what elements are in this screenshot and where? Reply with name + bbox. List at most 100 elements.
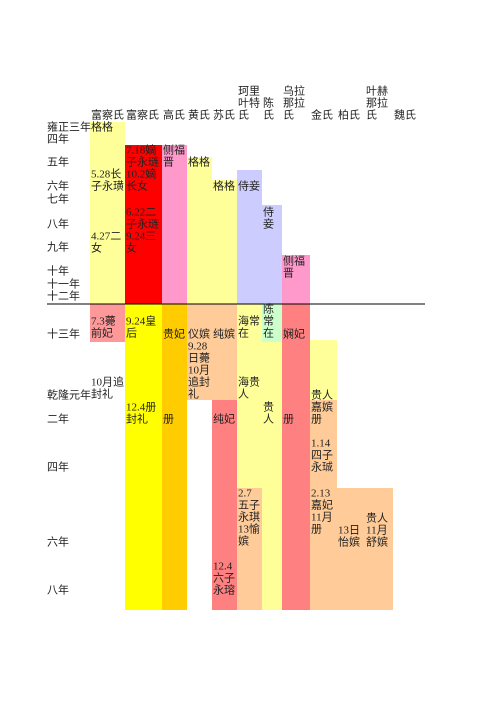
row-label: 四年 — [47, 132, 69, 146]
note: 侍妾 — [238, 179, 260, 193]
note: 晋 — [163, 156, 174, 169]
color-block — [237, 170, 262, 304]
note: 封礼 — [91, 387, 113, 401]
color-block — [187, 304, 212, 400]
row-label: 六年 — [47, 179, 69, 193]
column-header: 那拉 — [283, 96, 305, 110]
column-header: 魏氏 — [394, 108, 416, 122]
row-label: 十年 — [47, 264, 69, 278]
column-header: 黄氏 — [188, 108, 210, 122]
row-label: 乾隆元年 — [47, 388, 91, 402]
color-block — [337, 488, 365, 610]
note: 妾 — [263, 217, 274, 231]
note: 怡嫔 — [338, 535, 360, 549]
column-header: 那拉 — [366, 96, 388, 110]
column-header: 氏 — [263, 109, 274, 122]
note: 女 — [126, 241, 137, 255]
note: 5.28长 — [91, 168, 121, 181]
note: 13日 — [338, 525, 360, 537]
note: 四子 — [311, 449, 333, 462]
color-block — [212, 180, 237, 304]
note: 子永璜 — [91, 179, 124, 193]
note: 格格 — [213, 179, 235, 193]
note: 10月追 — [91, 375, 124, 389]
note: 贵人 — [311, 389, 333, 402]
note: 长女 — [126, 179, 148, 193]
color-block — [262, 304, 282, 342]
note: 晋 — [283, 267, 294, 280]
row-label: 七年 — [47, 192, 69, 206]
note: 常 — [263, 315, 274, 328]
row-label: 十三年 — [47, 327, 80, 341]
note: 6.22二 — [126, 207, 156, 219]
note: 封礼 — [126, 412, 148, 426]
column-header: 氏 — [283, 109, 294, 122]
note: 纯妃 — [213, 412, 235, 426]
color-block — [125, 145, 162, 304]
note: 海贵 — [238, 375, 260, 389]
note: 12.4 — [213, 561, 233, 573]
column-header: 珂里 — [238, 85, 260, 98]
row-label: 九年 — [47, 240, 69, 254]
note: 海常 — [238, 314, 260, 328]
note: 礼 — [188, 387, 199, 401]
color-block — [162, 145, 187, 304]
column-header: 氏 — [366, 109, 377, 122]
note: 嫔 — [238, 534, 249, 548]
note: 10月 — [188, 365, 210, 377]
column-header: 富察氏 — [126, 108, 159, 122]
note: 12.4册 — [126, 402, 156, 414]
note: 11月 — [311, 512, 333, 524]
note: 册 — [283, 414, 294, 426]
row-label: 八年 — [47, 217, 69, 231]
note: 子永琏 — [126, 155, 159, 169]
color-block — [365, 488, 393, 610]
column-header: 叶赫 — [366, 85, 388, 98]
note: 1.14 — [311, 438, 331, 450]
color-block — [125, 304, 162, 610]
column-header: 高氏 — [163, 108, 185, 122]
column-header: 氏 — [238, 109, 249, 122]
color-block — [162, 304, 187, 610]
note: 五子 — [238, 499, 260, 512]
note: 10.2嫡 — [126, 167, 156, 181]
row-label: 四年 — [47, 460, 69, 474]
note: 侍 — [263, 206, 274, 219]
note: 册 — [311, 414, 322, 426]
note: 11月 — [366, 525, 388, 537]
note: 9.24三 — [126, 231, 156, 243]
column-header: 金氏 — [311, 108, 333, 122]
note: 后 — [126, 327, 137, 340]
row-label: 十一年 — [47, 277, 80, 291]
note: 六子 — [213, 572, 235, 585]
note: 嘉妃 — [311, 498, 333, 512]
note: 舒嫔 — [366, 535, 388, 549]
note: 永瑢 — [213, 583, 235, 597]
note: 贵 — [263, 401, 274, 414]
note: 13愉 — [238, 522, 260, 536]
note: 册 — [311, 524, 322, 536]
color-block — [262, 342, 282, 610]
note: 贵人 — [366, 512, 388, 525]
note: 陈 — [263, 302, 274, 316]
note: 永珹 — [311, 460, 333, 474]
note: 侧福 — [283, 254, 305, 268]
column-header: 苏氏 — [213, 109, 235, 122]
note: 永琪 — [238, 510, 260, 524]
note: 女 — [91, 241, 102, 255]
color-block — [262, 205, 282, 304]
note: 格格 — [188, 155, 210, 169]
color-block — [282, 304, 310, 610]
row-label: 雍正三年 — [47, 120, 91, 134]
note: 2.7 — [238, 488, 252, 500]
color-block — [212, 400, 237, 610]
row-label: 六年 — [47, 535, 69, 549]
note: 在 — [238, 327, 249, 340]
row-label: 二年 — [47, 412, 69, 426]
note: 追封 — [188, 375, 210, 389]
color-block — [237, 488, 262, 610]
note: 9.24皇 — [126, 314, 156, 328]
note: 贵妃 — [163, 327, 185, 341]
note: 娴妃 — [283, 327, 305, 341]
column-header: 富察氏 — [91, 108, 124, 122]
